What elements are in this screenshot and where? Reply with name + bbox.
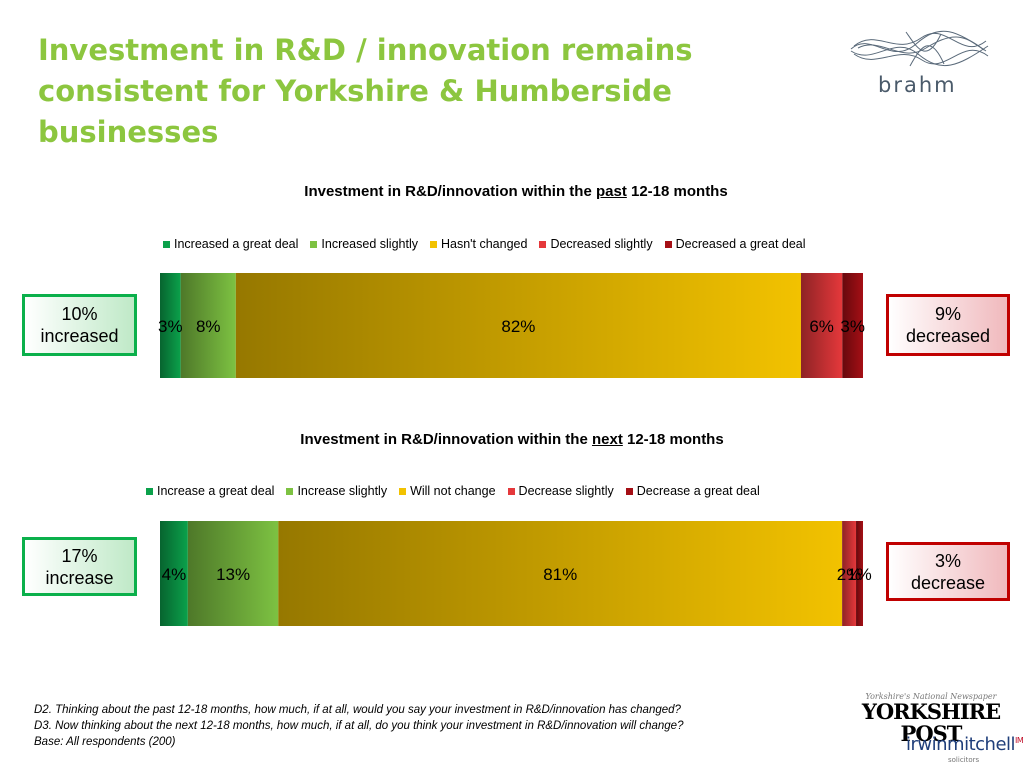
brahm-wave-icon [850,30,989,67]
callout-value: 10% [61,304,98,324]
footnote-d2: D2. Thinking about the past 12-18 months… [34,704,681,716]
irwin-mitchell-logo: irwinmitchellIM solicitors [906,734,1024,764]
chart-2-increase-callout: 17% increase [22,537,137,596]
brahm-logo: brahm [846,26,996,106]
callout-value: 17% [61,545,98,566]
chart-1-legend: Increased a great deal Increased slightly… [163,237,818,251]
irwin-text: irwin [906,734,948,755]
legend-swatch [399,487,407,495]
callout-label: increased [40,326,119,346]
footnote-d3: D3. Now thinking about the next 12-18 mo… [34,720,684,732]
legend-label: Decrease slightly [518,484,614,498]
footnotes: D2. Thinking about the past 12-18 months… [34,702,683,750]
legend-item: Decreased a great deal [664,237,806,251]
chart-1-decrease-callout: 9% decreased [886,294,1010,356]
yorkshire-post-wordmark: YORKSHIRE POST [861,699,1001,746]
chart-2-title-pre: Investment in R&D/innovation within the [300,431,592,448]
legend-label: Increased a great deal [174,237,299,251]
solicitors-text: solicitors [948,756,980,764]
legend-swatch [625,487,633,495]
mitchell-text: mitchell [947,734,1016,755]
chart-2-data-label: 2% [836,565,862,584]
callout-label: increase [45,567,114,588]
chart-1-data-label: 8% [195,317,221,336]
footnote-base: Base: All respondents (200) [34,736,176,748]
chart-1-title-post: 12-18 months [626,183,728,200]
chart-2-data-label: 81% [543,565,578,584]
chart-1-data-label: 82% [501,317,536,336]
callout-label: decrease [910,572,986,593]
chart-1-title-key: past [595,183,627,200]
chart-2-data-label: 13% [216,565,251,584]
legend-swatch [163,240,170,248]
legend-item: Increased slightly [310,237,418,251]
chart-1-data-label: 6% [809,317,834,336]
chart-2-title-key: next [591,431,623,448]
chart-1-data-label: 3% [840,317,865,336]
legend-label: Increase slightly [297,484,388,498]
legend-swatch [664,240,672,248]
legend-label: Will not change [410,484,496,498]
legend-item: Increase slightly [286,484,387,498]
callout-value: 9% [934,304,961,324]
legend-item: Increase a great deal [146,484,274,498]
chart-2-data-label: 4% [161,565,187,584]
chart-1-data-label: 3% [158,317,183,336]
callout-value: 3% [934,550,961,571]
legend-swatch [429,240,437,248]
yorkshire-post-logo: Yorkshire's National Newspaper YORKSHIRE… [846,692,1016,745]
legend-item: Increased a great deal [163,237,298,251]
legend-swatch [146,487,153,495]
legend-swatch [507,487,515,495]
slide-title: Investment in R&D / innovation remains c… [38,33,693,149]
legend-label: Increase a great deal [157,484,275,498]
chart-2-title: Investment in R&D/innovation within the … [160,431,864,448]
legend-swatch [310,240,318,248]
brahm-wordmark: brahm [878,73,957,97]
legend-item: Decrease slightly [507,484,614,498]
legend-swatch [539,240,547,248]
legend-swatch [286,487,294,495]
im-superscript: IM [1015,736,1024,745]
legend-item: Decreased slightly [539,237,653,251]
legend-label: Decreased a great deal [675,237,806,251]
legend-label: Decrease a great deal [636,484,760,498]
legend-item: Hasn't changed [429,237,528,251]
legend-item: Decrease a great deal [625,484,760,498]
chart-1-title: Investment in R&D/innovation within the … [160,183,872,200]
callout-label: decreased [905,326,991,346]
chart-2-legend: Increase a great deal Increase slightly Wi… [146,484,772,498]
chart-2-data-label: 1% [847,565,872,584]
chart-1-title-pre: Investment in R&D/innovation within the [304,183,596,200]
chart-2-title-post: 12-18 months [622,431,724,448]
chart-2-decrease-callout: 3% decrease [886,542,1010,601]
legend-item: Will not change [399,484,496,498]
legend-label: Increased slightly [321,237,418,251]
legend-label: Decreased slightly [550,237,653,251]
legend-label: Hasn't changed [440,237,528,251]
chart-1-increase-callout: 10% increased [22,294,137,356]
yorkshire-post-tagline: Yorkshire's National Newspaper [865,692,997,701]
